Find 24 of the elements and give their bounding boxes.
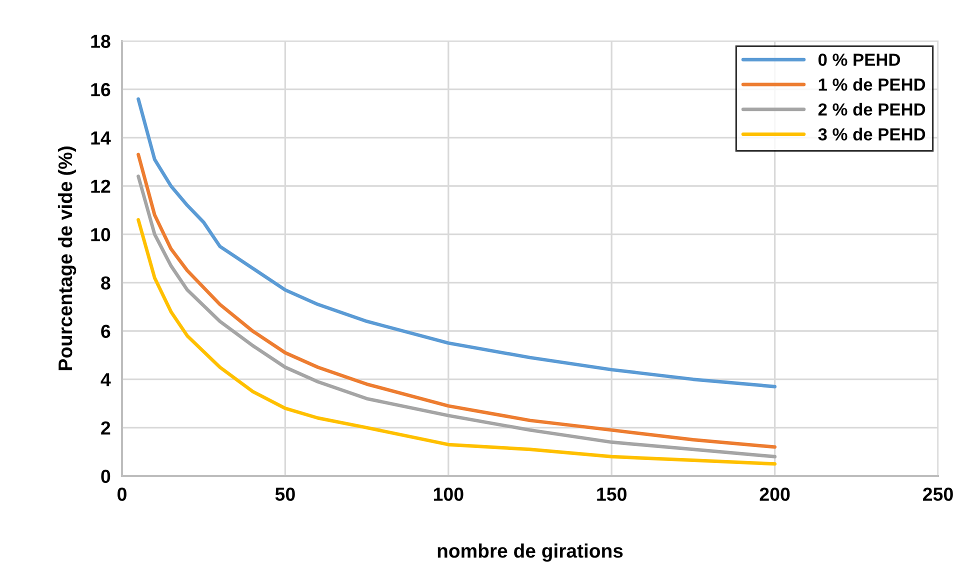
x-tick-label: 50 — [275, 488, 295, 501]
y-tick-label: 0 — [101, 470, 110, 483]
legend-label: 1 % de PEHD — [818, 78, 926, 91]
y-tick-label: 2 — [101, 421, 110, 434]
x-tick-label: 150 — [597, 488, 626, 501]
y-tick-label: 16 — [91, 83, 110, 96]
legend-label: 2 % de PEHD — [818, 102, 926, 116]
y-tick-label: 8 — [101, 276, 110, 290]
legend-label: 3 % de PEHD — [818, 128, 926, 141]
y-tick-label: 4 — [100, 373, 111, 386]
x-tick-label: 200 — [760, 488, 790, 501]
y-tick-label: 6 — [101, 324, 110, 338]
y-axis-title: Pourcentage de vide (%) — [58, 146, 76, 370]
y-tick-label: 18 — [91, 34, 110, 48]
y-tick-label: 12 — [91, 180, 110, 193]
y-tick-label: 14 — [91, 132, 111, 144]
legend-label: 0 % PEHD — [818, 54, 900, 66]
x-tick-label: 0 — [118, 488, 126, 501]
y-tick-label: 10 — [91, 228, 110, 242]
x-axis-title: nombre de girations — [438, 543, 623, 562]
line-series — [136, 218, 777, 466]
x-tick-label: 100 — [434, 488, 464, 501]
x-tick-label: 250 — [923, 488, 953, 501]
line-series — [136, 97, 777, 388]
